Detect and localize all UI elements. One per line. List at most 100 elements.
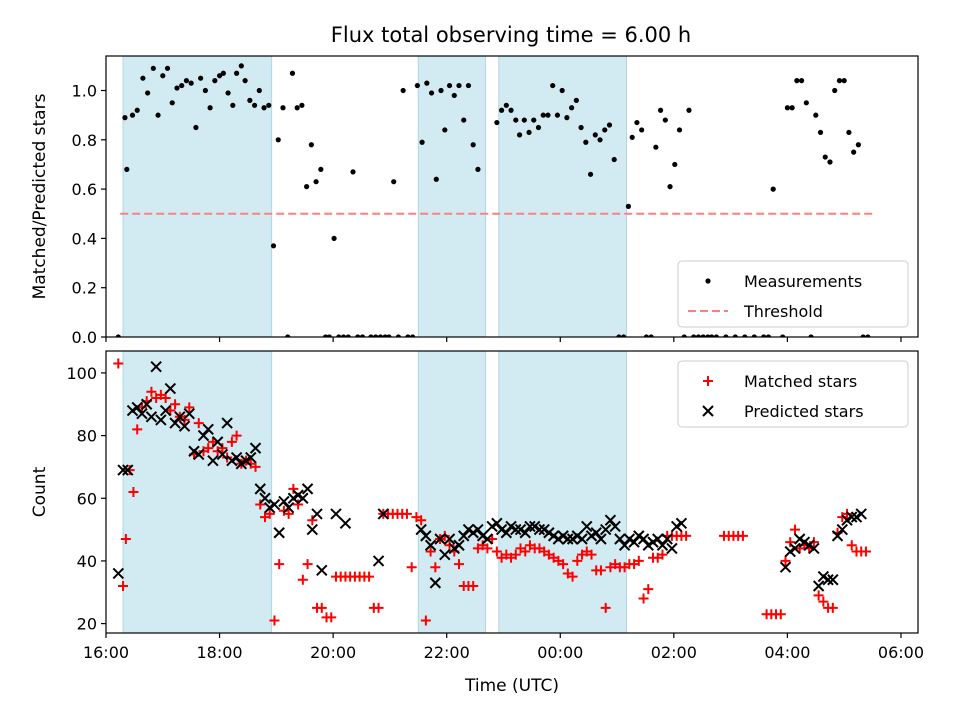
- measurement-point: [299, 102, 305, 108]
- measurement-point: [256, 87, 262, 94]
- matched-star-point: [780, 555, 791, 566]
- y-tick-label: 1.0: [72, 82, 97, 101]
- measurement-point: [836, 78, 843, 84]
- y-tick-label: 40: [77, 552, 97, 571]
- measurement-point: [247, 97, 253, 103]
- measurement-point: [318, 166, 324, 172]
- measurement-point: [639, 127, 645, 133]
- measurement-point: [289, 70, 296, 76]
- matched-star-point: [128, 487, 139, 497]
- matched-star-point: [264, 508, 275, 519]
- legend-label: Threshold: [743, 302, 823, 321]
- measurement-point: [531, 117, 537, 123]
- matched-star-point: [520, 546, 531, 557]
- matched-star-point: [600, 602, 611, 613]
- predicted-star-point: [330, 508, 342, 520]
- predicted-star-point: [443, 533, 456, 545]
- measurement-point: [169, 100, 175, 106]
- predicted-star-point: [595, 533, 607, 545]
- matched-star-point: [567, 571, 578, 582]
- measurement-point: [513, 117, 519, 123]
- measurement-point: [808, 334, 814, 337]
- predicted-star-point: [581, 520, 593, 533]
- measurement-point: [516, 132, 523, 138]
- measurement-point: [220, 70, 226, 76]
- measurement-point: [723, 334, 729, 337]
- matched-star-point: [274, 559, 285, 570]
- measurement-point: [350, 169, 356, 175]
- predicted-star-point: [297, 492, 309, 504]
- predicted-star-point: [779, 561, 792, 573]
- measurement-point: [545, 112, 551, 118]
- matched-star-point: [775, 609, 786, 620]
- legend: Measurements Threshold: [677, 260, 909, 328]
- predicted-star-point: [221, 417, 233, 429]
- predicted-star-point: [614, 533, 626, 545]
- matched-star-point: [818, 596, 829, 607]
- plot-area: [112, 358, 871, 626]
- measurement-point: [122, 115, 128, 121]
- legend-label: Matched stars: [744, 372, 857, 391]
- predicted-star-point: [831, 530, 844, 542]
- matched-star-point: [444, 540, 455, 551]
- matched-star-point: [785, 537, 796, 548]
- measurement-point: [784, 105, 790, 111]
- matched-star-point: [789, 524, 800, 535]
- measurement-point: [433, 176, 439, 182]
- matched-star-point: [132, 424, 143, 435]
- measurement-point: [285, 334, 291, 337]
- measurement-point: [846, 129, 852, 136]
- measurement-point: [817, 129, 824, 136]
- measurement-point: [761, 334, 767, 337]
- predicted-star-point: [301, 483, 314, 495]
- predicted-star-point: [268, 498, 281, 511]
- predicted-star-point: [656, 539, 669, 551]
- predicted-star-point: [590, 527, 602, 539]
- measurement-point: [266, 102, 272, 108]
- matched-star-point: [406, 562, 417, 573]
- matched-star-point: [160, 393, 171, 403]
- observing-period-band: [417, 55, 487, 338]
- predicted-star-point: [424, 539, 437, 551]
- measurement-point: [494, 119, 500, 126]
- measurement-point: [424, 80, 430, 86]
- legend-marker-measurements: [705, 278, 711, 284]
- measurement-point: [789, 105, 795, 111]
- measurement-point: [198, 75, 204, 81]
- measurement-point: [470, 142, 476, 148]
- predicted-star-point: [510, 523, 522, 536]
- measurement-point: [662, 117, 668, 123]
- matched-star-point: [217, 443, 228, 454]
- predicted-star-point: [599, 523, 612, 536]
- axes-frame: [105, 350, 919, 634]
- measurement-point: [414, 82, 420, 89]
- y-tick-label: 0.0: [72, 328, 97, 347]
- measurement-point: [216, 73, 223, 79]
- matched-star-point: [638, 593, 649, 604]
- ratio-panel: 0.0 0.2 0.4 0.6 0.8 1.0 Matched/Predicted star…: [30, 55, 919, 347]
- measurement-point: [313, 179, 319, 185]
- measurement-point: [851, 149, 857, 155]
- matched-star-point: [283, 508, 294, 519]
- measurement-point: [832, 87, 838, 94]
- predicted-star-point: [216, 448, 229, 461]
- measurement-point: [405, 334, 411, 337]
- measurement-point: [691, 334, 697, 337]
- legend-box: [677, 260, 909, 328]
- matched-star-point: [255, 499, 266, 510]
- matched-star-point: [184, 402, 195, 413]
- predicted-star-point: [282, 501, 295, 514]
- measurement-point: [648, 334, 654, 337]
- measurement-point: [559, 87, 565, 94]
- measurement-point: [602, 127, 608, 133]
- predicted-star-point: [202, 423, 214, 436]
- predicted-star-point: [150, 360, 162, 373]
- matched-star-point: [416, 515, 427, 526]
- predicted-star-point: [155, 414, 167, 426]
- matched-star-point: [633, 555, 644, 566]
- predicted-star-point: [249, 442, 262, 454]
- measurement-point: [822, 154, 828, 160]
- matched-star-point: [222, 452, 233, 463]
- x-tick-label: 20:00: [310, 643, 356, 662]
